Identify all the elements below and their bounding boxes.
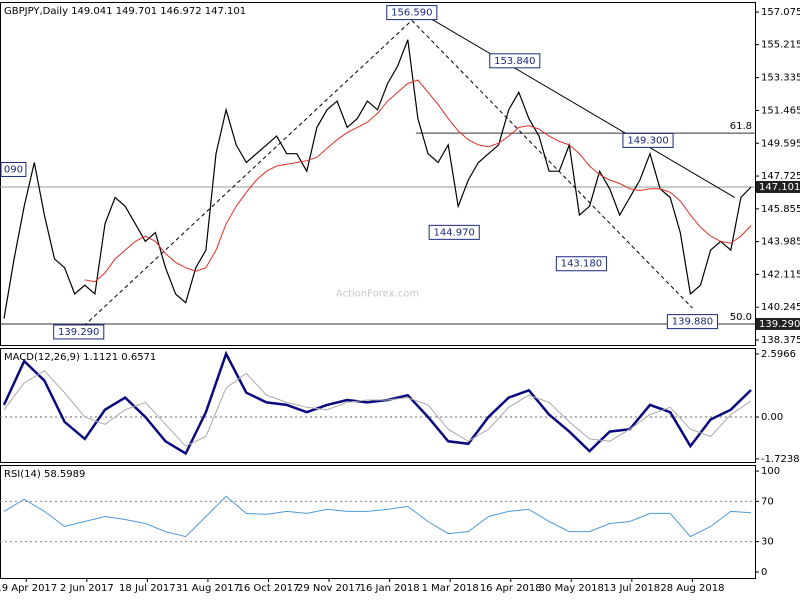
y-tick-label: 30 — [761, 537, 774, 548]
y-tick-label: 2.5966 — [761, 349, 796, 360]
annotation-box — [428, 224, 480, 240]
y-tick-label: 142.115 — [761, 269, 800, 280]
trendline — [78, 20, 413, 332]
panel-title: MACD(12,26,9) 1.1121 0.6571 — [4, 352, 156, 363]
panel — [0, 465, 756, 579]
annotation-label: 139.880 — [672, 317, 713, 328]
x-tick-label: 28 Aug 2018 — [660, 583, 724, 594]
x-tick-label: 16 Oct 2017 — [238, 583, 300, 594]
x-tick-label: 29 Nov 2017 — [297, 583, 361, 594]
x-tick-label: 16 Jan 2018 — [360, 583, 420, 594]
annotation-label: 156.590 — [391, 8, 432, 19]
x-tick-label: 19 Apr 2017 — [0, 583, 57, 594]
annotation-box — [386, 5, 438, 21]
price-tag — [756, 180, 800, 193]
annotation-box — [53, 324, 105, 340]
annotation-box — [622, 132, 674, 148]
annotation-label: 153.840 — [494, 56, 535, 67]
annotation-box — [0, 161, 27, 177]
panel-title: RSI(14) 58.5989 — [4, 469, 85, 480]
x-tick-label: 16 Apr 2018 — [480, 583, 542, 594]
y-tick-label: 0.00 — [761, 412, 783, 423]
y-tick-label: 149.595 — [761, 138, 800, 149]
trendline — [411, 20, 693, 309]
y-tick-label: 153.335 — [761, 73, 800, 84]
trendline — [415, 9, 736, 198]
y-tick-label: 155.215 — [761, 40, 800, 51]
price-tag-label: 147.101 — [759, 182, 800, 193]
series-line — [3, 39, 752, 319]
x-tick-label: 13 Jul 2018 — [604, 583, 661, 594]
annotation-box — [666, 314, 718, 330]
x-tick-label: 31 Aug 2017 — [176, 583, 240, 594]
x-tick-label: 1 Mar 2018 — [422, 583, 479, 594]
price-tag — [756, 317, 800, 330]
annotation-label: 149.300 — [627, 135, 668, 146]
series-line — [3, 495, 752, 538]
panel — [0, 348, 756, 463]
annotation-label: 139.290 — [58, 327, 99, 338]
watermark: ActionForex.com — [336, 289, 419, 300]
series-line — [2, 350, 752, 456]
panel-title: GBPJPY,Daily 149.041 149.701 146.972 147… — [4, 6, 246, 17]
series-line — [3, 370, 752, 447]
y-tick-label: 70 — [761, 496, 774, 507]
x-tick-label: 2 Jun 2017 — [60, 583, 114, 594]
annotation-label: 090 — [4, 164, 23, 175]
y-tick-label: 0 — [761, 567, 767, 578]
annotation-label: 144.970 — [434, 227, 475, 238]
y-tick-label: 145.855 — [761, 204, 800, 215]
annotation-box — [555, 256, 607, 272]
level-label: 61.8 — [730, 121, 752, 132]
y-tick-label: 140.245 — [761, 302, 800, 313]
y-tick-label: 100 — [761, 466, 780, 477]
y-tick-label: 151.465 — [761, 105, 800, 116]
y-tick-label: 147.725 — [761, 171, 800, 182]
annotation-label: 143.180 — [561, 259, 602, 270]
x-tick-label: 18 Jul 2017 — [119, 583, 176, 594]
y-tick-label: 157.075 — [761, 7, 800, 18]
y-tick-label: 143.985 — [761, 237, 800, 248]
y-tick-label: -1.7238 — [761, 454, 800, 465]
series-line — [84, 79, 752, 283]
price-tag-label: 139.290 — [759, 319, 800, 330]
panel — [0, 2, 756, 346]
level-label: 50.0 — [730, 312, 752, 323]
annotation-box — [489, 53, 541, 69]
y-tick-label: 138.375 — [761, 335, 800, 346]
x-tick-label: 30 May 2018 — [539, 583, 604, 594]
